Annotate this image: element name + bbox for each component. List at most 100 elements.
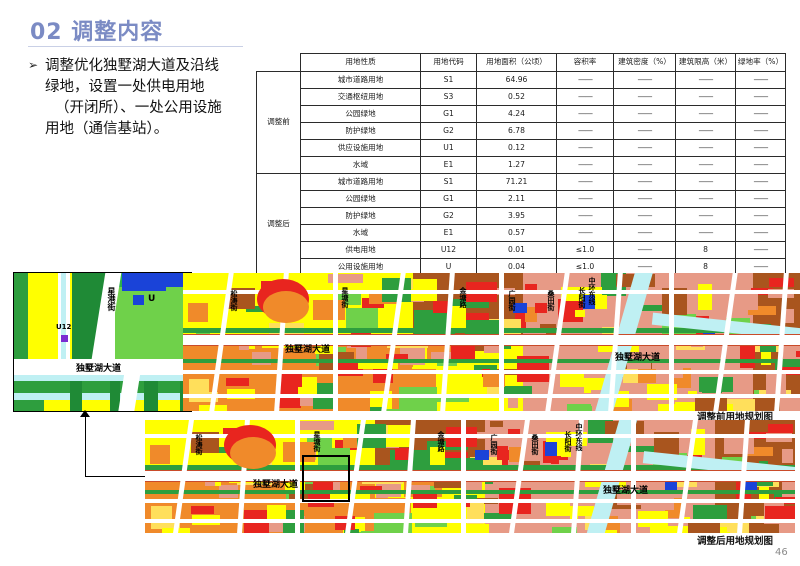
cell-green: —— bbox=[735, 173, 786, 191]
table-row: 水域 E1 1.27 —— —— —— —— bbox=[257, 156, 786, 174]
cell-code: U1 bbox=[420, 139, 477, 157]
map-parcel bbox=[631, 305, 665, 311]
map-street-label: 独墅湖大道 bbox=[253, 480, 299, 490]
header-group bbox=[256, 53, 301, 72]
cell-area: 0.52 bbox=[476, 88, 557, 106]
table-group-label: 调整后 bbox=[256, 173, 301, 276]
cell-nature: 城市道路用地 bbox=[300, 173, 421, 191]
map-parcel bbox=[761, 340, 771, 365]
map-parcel bbox=[765, 506, 795, 522]
map-parcel bbox=[535, 303, 547, 313]
cell-height: —— bbox=[675, 207, 736, 225]
map-parcel bbox=[760, 344, 776, 352]
connector-line-vertical bbox=[85, 413, 87, 477]
cell-density: —— bbox=[613, 173, 676, 191]
table-head: 用地性质 用地代码 用地面积（公顷） 容积率 建筑密度（%） 建筑限高（米） 绿… bbox=[256, 53, 786, 72]
map-parcel bbox=[370, 407, 385, 411]
cell-green: —— bbox=[735, 88, 786, 106]
map-roundabout-inner bbox=[263, 291, 309, 323]
map-parcel bbox=[525, 284, 537, 290]
cell-height: 8 bbox=[675, 241, 736, 259]
map-parcel bbox=[475, 450, 489, 460]
table-row: 供应设施用地 U1 0.12 —— —— —— —— bbox=[257, 139, 786, 157]
cell-area: 0.12 bbox=[476, 139, 557, 157]
bullet-line-1: 调整优化独墅湖大道及沿线 bbox=[45, 58, 219, 74]
map-parcel bbox=[728, 291, 758, 310]
cell-far: —— bbox=[556, 207, 614, 225]
cell-height: —— bbox=[675, 190, 736, 208]
cell-area: 2.11 bbox=[476, 190, 557, 208]
cell-code: S1 bbox=[420, 71, 477, 89]
map-parcel bbox=[497, 450, 509, 460]
map-parcel bbox=[431, 352, 452, 360]
cell-green: —— bbox=[735, 71, 786, 89]
cell-far: —— bbox=[556, 122, 614, 140]
map-parcel bbox=[315, 421, 333, 429]
map-parcel bbox=[546, 499, 570, 516]
cell-code: G1 bbox=[420, 190, 477, 208]
map-parcel bbox=[344, 529, 359, 533]
map-road-horizontal bbox=[183, 394, 800, 398]
inset-detail-map: U12 U 星港街 独墅湖大道 bbox=[13, 272, 192, 412]
cell-green: —— bbox=[735, 224, 786, 242]
map-parcel bbox=[675, 402, 697, 411]
map-road-horizontal bbox=[183, 290, 800, 294]
map-street-label: 金塘路 bbox=[459, 287, 467, 308]
map-parcel bbox=[451, 306, 466, 331]
map-road-vertical bbox=[795, 420, 800, 533]
map-street-label: 星塘街 bbox=[313, 431, 321, 452]
map-parcel bbox=[358, 359, 398, 369]
map-parcel bbox=[150, 445, 170, 464]
cell-code: E1 bbox=[420, 224, 477, 242]
map-street-label: 松涛街 bbox=[230, 290, 238, 311]
map-street-label: 独墅湖大道 bbox=[603, 486, 649, 496]
map-after-caption: 调整后用地规划图 bbox=[697, 536, 774, 547]
map-parcel bbox=[508, 398, 518, 408]
map-after-highlight-box bbox=[302, 455, 350, 502]
cell-area: 0.01 bbox=[476, 241, 557, 259]
map-road-horizontal bbox=[145, 434, 800, 438]
cell-code: G1 bbox=[420, 105, 477, 123]
map-parcel bbox=[525, 307, 537, 322]
map-parcel bbox=[508, 429, 520, 435]
header-green: 绿地率（%） bbox=[735, 53, 786, 72]
bullet-line-3: （开闭所）、一处公用设施 bbox=[55, 100, 222, 117]
cell-area: 71.21 bbox=[476, 173, 557, 191]
map-parcel bbox=[212, 447, 231, 453]
map-arterial-road bbox=[183, 334, 800, 346]
map-parcel bbox=[374, 513, 412, 533]
map-road-horizontal bbox=[183, 370, 800, 374]
map-parcel bbox=[745, 482, 757, 492]
cell-code: S1 bbox=[420, 173, 477, 191]
cell-height: —— bbox=[675, 156, 736, 174]
cell-density: —— bbox=[613, 156, 676, 174]
map-street-label: 广园街 bbox=[490, 434, 498, 455]
cell-nature: 水域 bbox=[300, 156, 421, 174]
map-after-canvas: 松涛街 星塘街 金塘路 中环东线 广园街 桑田街 长阳街 独墅湖大道 独墅湖大道 bbox=[145, 420, 800, 533]
table-row: 调整后 城市道路用地 S1 71.21 —— —— —— —— bbox=[256, 173, 786, 276]
map-parcel bbox=[438, 452, 468, 460]
table-group-label: 调整前 bbox=[256, 71, 301, 174]
table-row: 供电用地 U12 0.01 ≤1.0 —— 8 —— bbox=[257, 241, 786, 259]
map-parcel bbox=[508, 275, 521, 281]
cell-density: —— bbox=[613, 139, 676, 157]
map-parcel bbox=[740, 344, 755, 368]
cell-far: —— bbox=[556, 71, 614, 89]
cell-nature: 防护绿地 bbox=[300, 207, 421, 225]
cell-code: G2 bbox=[420, 122, 477, 140]
map-parcel bbox=[494, 386, 532, 394]
cell-nature: 交通枢纽用地 bbox=[300, 88, 421, 106]
map-parcel bbox=[475, 524, 489, 533]
table-row: 交通枢纽用地 S3 0.52 —— —— —— —— bbox=[257, 88, 786, 106]
table-row: 调整前 城市道路用地 S1 64.96 —— —— —— —— bbox=[256, 71, 786, 174]
map-street-label: 独墅湖大道 bbox=[615, 353, 661, 363]
map-street-label: 金塘路 bbox=[437, 431, 445, 452]
map-parcel bbox=[783, 309, 794, 323]
map-parcel bbox=[509, 447, 521, 462]
cell-area: 3.95 bbox=[476, 207, 557, 225]
inset-marker-u12: U12 bbox=[56, 323, 72, 331]
map-parcel bbox=[784, 375, 800, 388]
bullet-line-4: 用地（通信基站）。 bbox=[45, 121, 169, 138]
map-parcel bbox=[745, 447, 773, 456]
map-parcel bbox=[748, 306, 776, 315]
